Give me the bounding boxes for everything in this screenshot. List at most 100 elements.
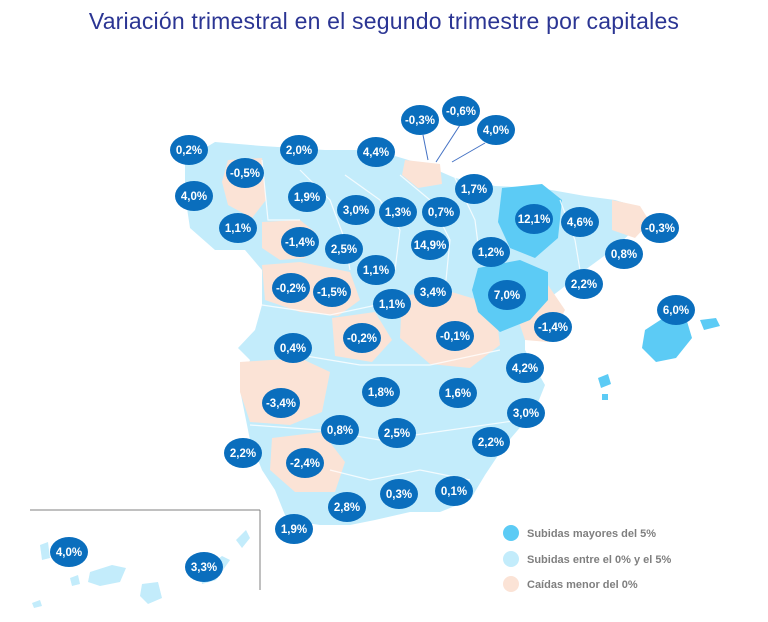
value-alicante: 3,0% <box>513 408 539 420</box>
island-mallorca <box>642 315 692 362</box>
bubble-jaen: 2,5% <box>378 418 416 448</box>
value-jaen: 2,5% <box>384 428 410 440</box>
value-las-palmas: 3,3% <box>191 562 217 574</box>
bubble-valladolid: 2,5% <box>325 234 363 264</box>
legend-item-fall: Caídas menor del 0% <box>503 576 638 592</box>
island-la-palma <box>40 542 50 560</box>
bubble-avila: -1,5% <box>313 277 351 307</box>
bubble-girona: -0,3% <box>641 213 679 243</box>
bubble-alicante: 3,0% <box>507 398 545 428</box>
bubble-huelva: 2,2% <box>224 438 262 468</box>
value-soria: 14,9% <box>414 240 447 252</box>
bubble-zamora: -1,4% <box>281 227 319 257</box>
bubble-leon: 1,9% <box>288 182 326 212</box>
island-formentera <box>602 394 608 400</box>
value-almeria: 0,1% <box>441 486 467 498</box>
value-cuenca: -0,1% <box>440 331 470 343</box>
value-cadiz: 1,9% <box>281 524 307 536</box>
bubble-castellon: -1,4% <box>534 312 572 342</box>
bubble-soria: 14,9% <box>411 230 449 260</box>
bubble-lugo: -0,5% <box>226 158 264 188</box>
value-barcelona: 0,8% <box>611 249 637 261</box>
bubble-palma: 6,0% <box>657 295 695 325</box>
bubble-pamplona: 1,7% <box>455 174 493 204</box>
bubble-lleida: 4,6% <box>561 207 599 237</box>
value-pamplona: 1,7% <box>461 184 487 196</box>
legend-label-rise-0-5: Subidas entre el 0% y el 5% <box>527 554 672 566</box>
island-lanzarote <box>236 530 250 548</box>
value-a-coruna: 0,2% <box>176 145 202 157</box>
bubble-malaga: 2,8% <box>328 492 366 522</box>
bubble-toledo: -0,2% <box>343 323 381 353</box>
value-albacete: 1,6% <box>445 388 471 400</box>
map-title: Variación trimestral en el segundo trime… <box>88 8 680 34</box>
value-teruel: 7,0% <box>494 290 520 302</box>
legend-item-rise-0-5: Subidas entre el 0% y el 5% <box>503 551 672 567</box>
island-menorca <box>700 318 720 330</box>
value-avila: -1,5% <box>317 287 347 299</box>
bubble-cadiz: 1,9% <box>275 514 313 544</box>
legend-swatch-rise-over-5 <box>503 525 519 541</box>
bubble-las-palmas: 3,3% <box>185 552 223 582</box>
island-gomera <box>70 575 80 586</box>
value-castellon: -1,4% <box>538 322 568 334</box>
island-tenerife <box>88 565 126 586</box>
bubble-segovia: 1,1% <box>357 255 395 285</box>
legend-item-rise-over-5: Subidas mayores del 5% <box>503 525 656 541</box>
island-hierro <box>32 600 42 608</box>
bubble-caceres: 0,4% <box>274 333 312 363</box>
value-vitoria: 4,0% <box>483 125 509 137</box>
bubble-santander: 4,4% <box>357 137 395 167</box>
bubble-ciudad-real: 1,8% <box>362 377 400 407</box>
bubble-albacete: 1,6% <box>439 378 477 408</box>
value-tarragona: 2,2% <box>571 279 597 291</box>
value-santander: 4,4% <box>363 147 389 159</box>
value-malaga: 2,8% <box>334 502 360 514</box>
value-pontevedra: 4,0% <box>181 191 207 203</box>
bubble-burgos: 1,3% <box>379 197 417 227</box>
legend-swatch-fall <box>503 576 519 592</box>
bubble-palencia: 3,0% <box>337 195 375 225</box>
value-bubbles: 0,2% -0,5% 4,0% 1,1% 2,0% 4,4% -0,3% -0,… <box>50 96 695 582</box>
bubble-madrid: 1,1% <box>373 289 411 319</box>
value-ciudad-real: 1,8% <box>368 387 394 399</box>
bubble-santa-cruz-tenerife: 4,0% <box>50 537 88 567</box>
island-gran-canaria <box>140 582 162 604</box>
value-burgos: 1,3% <box>385 207 411 219</box>
bubble-valencia: 4,2% <box>506 353 544 383</box>
bubble-cordoba: 0,8% <box>321 415 359 445</box>
bubble-a-coruna: 0,2% <box>170 135 208 165</box>
legend-label-fall: Caídas menor del 0% <box>527 579 638 591</box>
value-toledo: -0,2% <box>347 333 377 345</box>
value-leon: 1,9% <box>294 192 320 204</box>
value-san-sebastian: -0,6% <box>446 106 476 118</box>
bubble-huesca: 12,1% <box>515 204 553 234</box>
value-salamanca: -0,2% <box>276 283 306 295</box>
bubble-ourense: 1,1% <box>219 213 257 243</box>
island-ibiza <box>598 374 611 388</box>
canary-inset-frame <box>30 509 261 590</box>
bubble-teruel: 7,0% <box>488 280 526 310</box>
value-madrid: 1,1% <box>379 299 405 311</box>
legend: Subidas mayores del 5% Subidas entre el … <box>503 525 672 592</box>
value-sevilla: -2,4% <box>290 458 320 470</box>
value-palma: 6,0% <box>663 305 689 317</box>
value-lugo: -0,5% <box>230 168 260 180</box>
value-palencia: 3,0% <box>343 205 369 217</box>
value-guadalajara: 3,4% <box>420 287 446 299</box>
value-zamora: -1,4% <box>285 237 315 249</box>
value-valencia: 4,2% <box>512 363 538 375</box>
bubble-vitoria: 4,0% <box>477 115 515 145</box>
bubble-salamanca: -0,2% <box>272 273 310 303</box>
value-badajoz: -3,4% <box>266 398 296 410</box>
value-ourense: 1,1% <box>225 223 251 235</box>
bubble-sevilla: -2,4% <box>286 448 324 478</box>
bubble-barcelona: 0,8% <box>605 239 643 269</box>
legend-label-rise-over-5: Subidas mayores del 5% <box>527 528 656 540</box>
value-zaragoza: 1,2% <box>478 247 504 259</box>
value-huesca: 12,1% <box>518 214 551 226</box>
bubble-guadalajara: 3,4% <box>414 277 452 307</box>
bubble-murcia: 2,2% <box>472 427 510 457</box>
bubble-badajoz: -3,4% <box>262 388 300 418</box>
